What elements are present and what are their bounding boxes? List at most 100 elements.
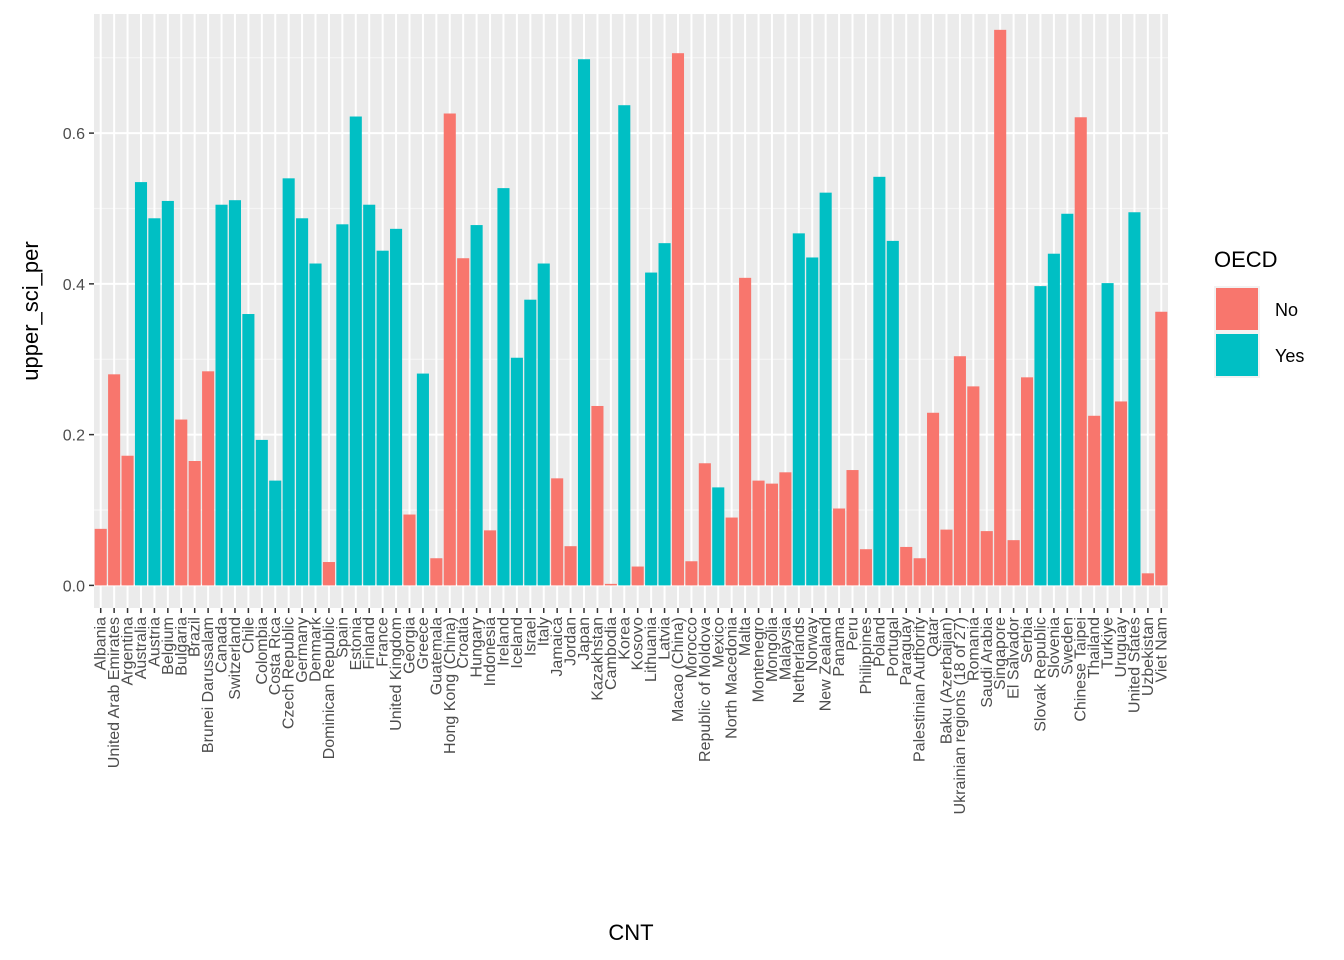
x-tick-label: Kosovo [630,617,647,670]
x-tick-label: Italy [536,617,553,646]
x-tick-label: Australia [133,617,150,679]
bar [819,192,832,586]
bar [470,225,483,586]
x-tick-label: Malta [737,617,754,656]
bar [712,487,725,586]
x-tick-label: Iceland [509,617,526,669]
bar [604,583,617,586]
bar [927,412,940,586]
bar [175,419,188,586]
x-tick-label: Argentina [120,617,137,686]
x-tick-label: Slovenia [1046,617,1063,678]
bar [215,204,228,586]
x-tick-label: Qatar [925,616,942,657]
bar [309,263,322,586]
bar [134,182,148,586]
bar [1007,540,1020,586]
x-tick-label: Ukrainian regions (18 of 27) [952,617,969,814]
bar [833,508,846,586]
x-tick-label: Jamaica [549,617,566,677]
bar [994,29,1007,586]
panel-background [94,14,1168,608]
x-tick-label: Switzerland [227,617,244,700]
bar [1141,573,1154,586]
bar [296,218,309,586]
bar [349,116,362,586]
bar [1047,253,1060,586]
bar [242,314,255,586]
y-tick-label: 0.4 [63,277,85,294]
bar [161,200,174,586]
x-tick-label: Germany [294,617,311,683]
x-tick-label: Cambodia [603,617,620,690]
x-tick-label: New Zealand [818,617,835,711]
x-tick-label: Estonia [348,617,365,670]
bar [322,562,335,586]
bar [1114,401,1128,586]
x-tick-label: Czech Republic [281,617,298,729]
bar [886,240,899,586]
grid-minor [94,57,1168,511]
x-tick-label: Portugal [885,617,902,677]
bar [1034,286,1047,586]
bar [739,277,752,586]
x-tick-label: Dominican Republic [321,617,338,759]
bar [551,478,564,586]
x-tick-label: Korea [616,617,633,660]
y-tick-label: 0.2 [63,428,85,445]
y-axis-title: upper_sci_per [18,241,43,380]
x-tick-label: Uzbekistan [1140,617,1157,696]
bar [967,386,980,586]
bar [792,233,805,586]
x-tick-label: Republic of Moldova [697,617,714,762]
bar [873,176,886,586]
x-tick-label: Bulgaria [173,617,190,676]
bar [846,470,859,586]
x-tick-label: Belgium [160,617,177,675]
x-tick-label: Panama [831,617,848,677]
x-tick-label: Albania [93,617,110,670]
bar [953,356,966,586]
x-tick-label: United Kingdom [388,617,405,731]
bar [416,373,429,586]
bar [591,405,604,586]
bar [980,531,993,586]
bar [1061,213,1074,586]
x-tick-label: Thailand [1086,617,1103,678]
x-tick-label: Austria [146,617,163,667]
bar [94,528,107,586]
x-tick-label: Serbia [1019,617,1036,663]
bar [510,357,523,586]
bar [363,204,376,586]
x-tick-label: Denmark [308,616,325,682]
x-tick-label: Sweden [1059,617,1076,675]
bar [524,299,537,586]
x-tick-label: United Arab Emirates [106,617,123,768]
legend-label: No [1275,300,1298,320]
x-tick-label: Hungary [469,617,486,677]
bar [631,566,644,586]
legend: OECD No Yes [1214,247,1304,378]
bar [148,218,161,586]
x-tick-label: Israel [522,617,539,656]
x-tick-label: Uruguay [1113,617,1130,677]
bar [1101,283,1114,586]
x-tick-label: Norway [804,617,821,671]
x-tick-label: Canada [214,617,231,673]
bar [859,549,872,586]
bar [537,263,550,586]
x-tick-label: Singapore [992,617,1009,690]
bar [900,546,913,586]
x-tick-label: Kazakhstan [589,617,606,701]
x-tick-label: Romania [965,617,982,681]
x-tick-label: Palestinian Authority [912,617,929,762]
x-tick-label: Macao (China) [670,617,687,722]
y-tick-label: 0.0 [63,578,85,595]
x-tick-label: Mongolia [764,617,781,682]
bar [806,257,819,586]
bar [685,561,698,586]
x-tick-label: Peru [845,617,862,651]
x-tick-label: Montenegro [751,617,768,702]
bar [913,558,926,586]
